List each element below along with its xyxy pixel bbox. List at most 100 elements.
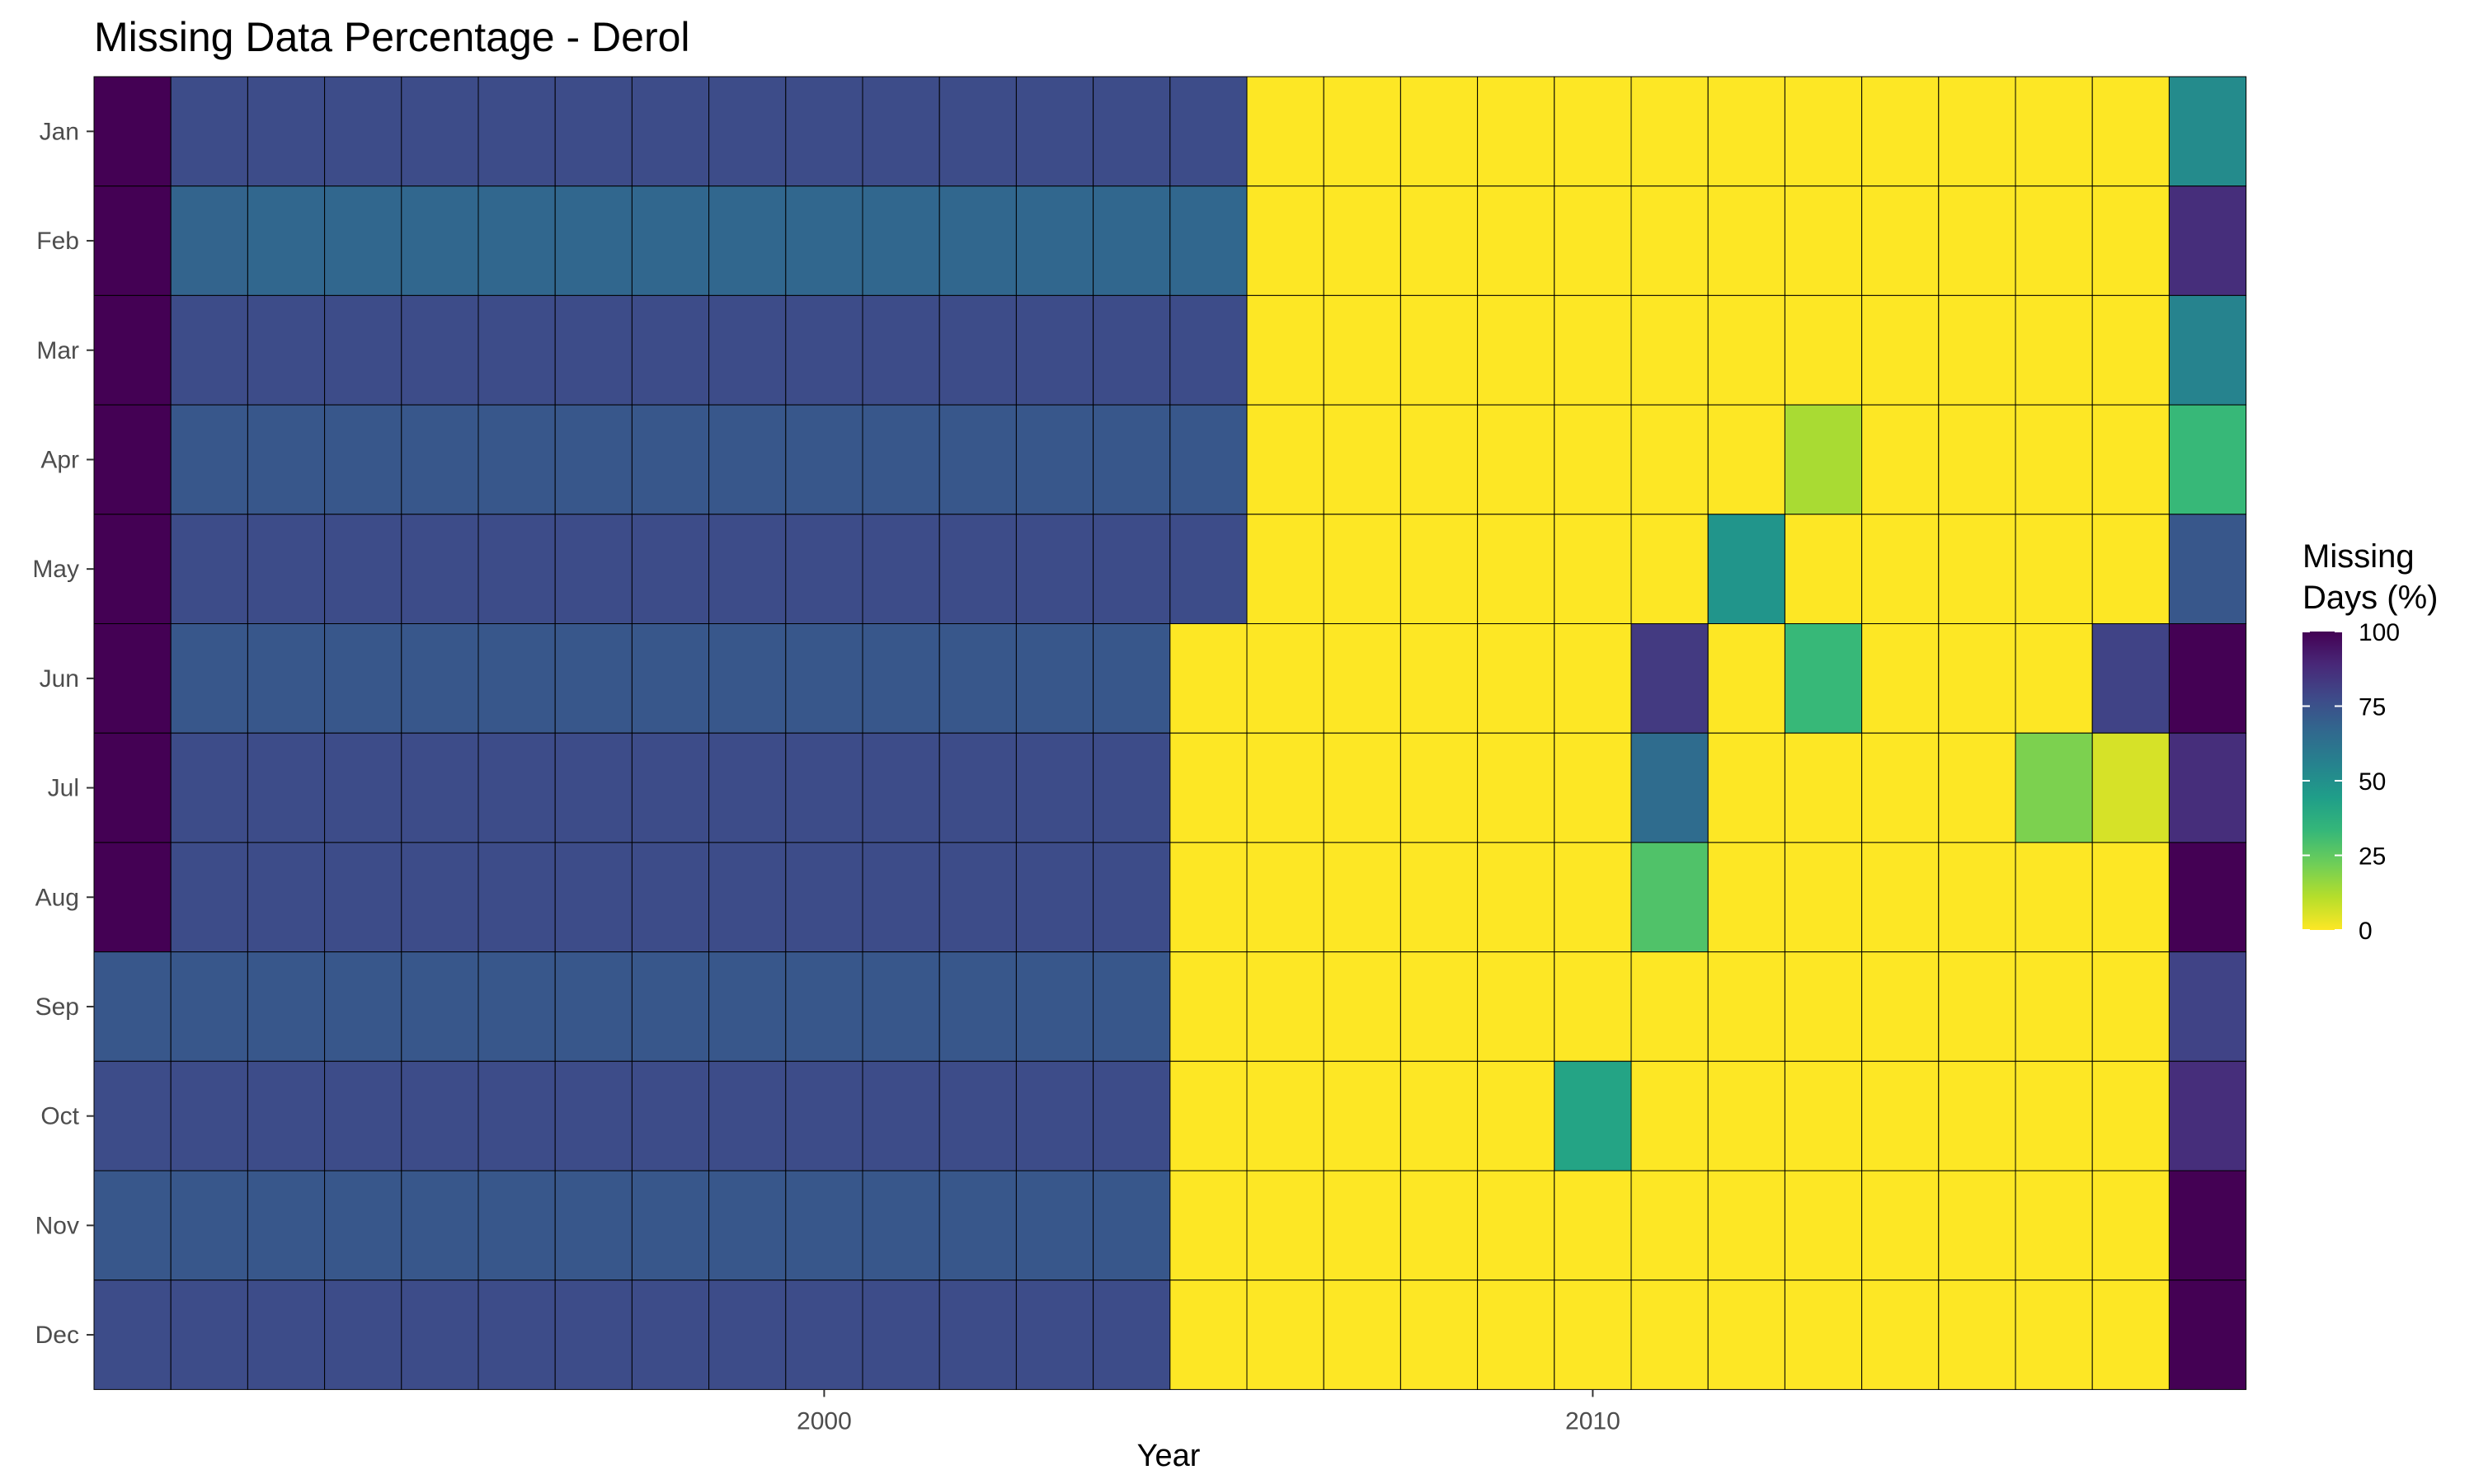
- heatmap-cell: [247, 623, 326, 734]
- heatmap-cell: [170, 186, 248, 296]
- heatmap-cell: [938, 514, 1017, 624]
- heatmap-cell: [1938, 1280, 2016, 1390]
- heatmap-cell: [2168, 1170, 2247, 1281]
- heatmap-cell: [1938, 404, 2016, 515]
- heatmap-cell: [1477, 1280, 1555, 1390]
- heatmap-cell: [2168, 1280, 2247, 1390]
- heatmap-cell: [170, 76, 248, 187]
- heatmap-cell: [2168, 623, 2247, 734]
- heatmap-cell: [1246, 842, 1324, 953]
- heatmap-cell: [785, 186, 863, 296]
- heatmap-cell: [708, 842, 787, 953]
- heatmap-cell: [1246, 1060, 1324, 1172]
- heatmap-cell: [1938, 951, 2016, 1062]
- heatmap-cell: [247, 404, 326, 515]
- heatmap-cell: [2015, 76, 2093, 187]
- heatmap-cell: [1169, 1280, 1248, 1390]
- heatmap-cell: [170, 514, 248, 624]
- heatmap-cell: [708, 76, 787, 187]
- heatmap-cells: [93, 76, 2247, 1390]
- heatmap-cell: [1015, 186, 1094, 296]
- heatmap-cell: [785, 404, 863, 515]
- heatmap-cell: [477, 514, 556, 624]
- heatmap-cell: [554, 186, 633, 296]
- y-tick-label: Jan: [40, 118, 79, 145]
- heatmap-cell: [1093, 404, 1171, 515]
- heatmap-cell: [1323, 951, 1401, 1062]
- heatmap-cell: [862, 294, 940, 406]
- heatmap-cell: [1938, 1170, 2016, 1281]
- heatmap-cell: [862, 732, 940, 843]
- heatmap-cell: [1323, 404, 1401, 515]
- legend-tick-label: 100: [2359, 619, 2400, 646]
- heatmap-cell: [2015, 404, 2093, 515]
- heatmap-cell: [401, 76, 479, 187]
- heatmap-cell: [401, 1280, 479, 1390]
- heatmap-cell: [1477, 294, 1555, 406]
- heatmap-cell: [1554, 1060, 1632, 1172]
- heatmap-cell: [1784, 623, 1863, 734]
- heatmap-cell: [708, 1280, 787, 1390]
- heatmap-cell: [2091, 951, 2170, 1062]
- heatmap-cell: [1784, 1060, 1863, 1172]
- heatmap-cell: [1707, 404, 1785, 515]
- heatmap-cell: [2091, 294, 2170, 406]
- heatmap-cell: [1707, 186, 1785, 296]
- heatmap-cell: [324, 623, 402, 734]
- heatmap-cell: [2015, 1060, 2093, 1172]
- heatmap-cell: [401, 623, 479, 734]
- heatmap-cell: [1554, 514, 1632, 624]
- heatmap-cell: [170, 294, 248, 406]
- heatmap-cell: [1093, 186, 1171, 296]
- y-tick-label: May: [32, 556, 79, 583]
- legend-title-line1: Missing: [2302, 538, 2415, 575]
- heatmap-cell: [1861, 1280, 1940, 1390]
- heatmap-cell: [1861, 732, 1940, 843]
- heatmap-cell: [2168, 951, 2247, 1062]
- heatmap-cell: [1784, 76, 1863, 187]
- heatmap-cell: [631, 1170, 710, 1281]
- heatmap-cell: [631, 842, 710, 953]
- heatmap-cell: [554, 76, 633, 187]
- heatmap-cell: [1015, 294, 1094, 406]
- x-axis: 2000 2010: [797, 1389, 1620, 1435]
- heatmap-cell: [785, 1060, 863, 1172]
- heatmap-cell: [1399, 623, 1479, 734]
- heatmap-cell: [554, 951, 633, 1062]
- heatmap-cell: [93, 76, 172, 187]
- heatmap-cell: [862, 186, 940, 296]
- legend-ticks: 100 75 50 25 0: [2302, 619, 2400, 945]
- heatmap-cell: [247, 186, 326, 296]
- heatmap-cell: [1323, 732, 1401, 843]
- heatmap-cell: [93, 186, 172, 296]
- heatmap-cell: [1784, 514, 1863, 624]
- heatmap-cell: [93, 732, 172, 843]
- heatmap-cell: [554, 1280, 633, 1390]
- heatmap-cell: [1169, 623, 1248, 734]
- heatmap-cell: [2168, 842, 2247, 953]
- heatmap-cell: [1477, 623, 1555, 734]
- heatmap-cell: [938, 1280, 1017, 1390]
- heatmap-cell: [1246, 951, 1324, 1062]
- heatmap-cell: [324, 951, 402, 1062]
- heatmap-cell: [1861, 842, 1940, 953]
- heatmap-cell: [477, 76, 556, 187]
- heatmap-cell: [554, 732, 633, 843]
- heatmap-cell: [1399, 404, 1479, 515]
- heatmap-cell: [2091, 842, 2170, 953]
- y-tick-label: Oct: [40, 1103, 79, 1130]
- heatmap-cell: [1093, 1060, 1171, 1172]
- heatmap-cell: [247, 1170, 326, 1281]
- heatmap-cell: [401, 1060, 479, 1172]
- heatmap-cell: [1399, 76, 1479, 187]
- heatmap-cell: [93, 404, 172, 515]
- heatmap-cell: [554, 1170, 633, 1281]
- heatmap-cell: [93, 1170, 172, 1281]
- heatmap-cell: [1015, 514, 1094, 624]
- heatmap-cell: [1554, 951, 1632, 1062]
- heatmap-cell: [477, 842, 556, 953]
- heatmap-cell: [631, 514, 710, 624]
- heatmap-cell: [1323, 76, 1401, 187]
- heatmap-cell: [708, 623, 787, 734]
